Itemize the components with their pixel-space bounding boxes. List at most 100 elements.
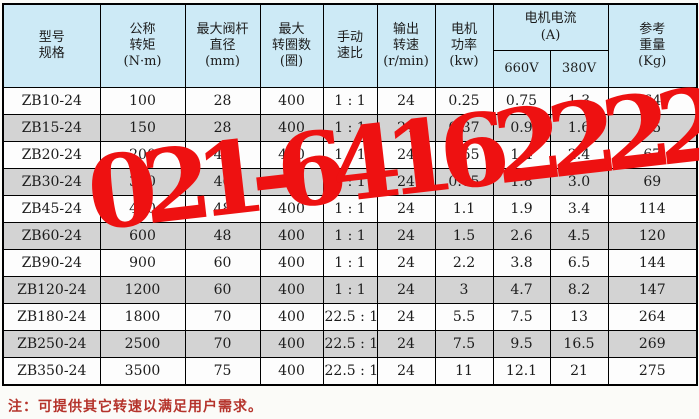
header-speed: 输出 转速 (r/min) [376, 3, 436, 88]
table-row: ZB90-24 900 60 400 1 : 1 24 2.2 3.8 6.5 144 [2, 249, 698, 277]
table-cell: ZB60-24 [2, 222, 101, 250]
table-cell: 22.5 : 1 [322, 303, 378, 331]
table-cell: 1.1 [434, 195, 494, 223]
table-cell: 48 [184, 222, 261, 250]
table-cell: 150 [99, 114, 186, 142]
table-cell: 4.5 [549, 222, 609, 250]
table-cell: 24 [376, 357, 436, 386]
table-cell: ZB250-24 [2, 330, 101, 358]
table-cell: 28 [184, 87, 261, 115]
table-cell: 144 [607, 249, 698, 277]
table-row: ZB60-24 600 48 400 1 : 1 24 1.5 2.6 4.5 120 [2, 222, 698, 250]
table-cell: 200 [99, 141, 186, 169]
table-cell: 1.6 [549, 114, 609, 142]
table-cell: 16.5 [549, 330, 609, 358]
table-cell: 2.4 [549, 141, 609, 169]
table-cell: 269 [607, 330, 698, 358]
table-cell: 24 [376, 330, 436, 358]
table-cell: 1800 [99, 303, 186, 331]
header-current-group: 电机电流 (A) [492, 3, 609, 51]
header-ratio: 手动 速比 [322, 3, 378, 88]
table-cell: 147 [607, 276, 698, 304]
table-cell: 3.4 [549, 195, 609, 223]
header-660v: 660V [492, 50, 551, 88]
table-body: ZB10-24 100 28 400 1 : 1 24 0.25 0.75 1.3 64 ZB15-… [2, 87, 698, 386]
table-cell: 400 [259, 141, 324, 169]
table-cell: 5.5 [434, 303, 494, 331]
table-cell: 40 [184, 168, 261, 196]
table-cell: 24 [376, 87, 436, 115]
table-cell: 69 [607, 168, 698, 196]
table-cell: 3.0 [549, 168, 609, 196]
table-cell: 7.5 [434, 330, 494, 358]
table-cell: 60 [184, 249, 261, 277]
table-cell: 0.37 [434, 114, 494, 142]
table-cell: 1.5 [434, 222, 494, 250]
table-header: 型号 规格 公称 转矩 (N·m) 最大阀杆 直径 (mm) 最大 转圈数 (圈… [2, 3, 698, 88]
header-model: 型号 规格 [2, 3, 101, 88]
table-row: ZB180-24 1800 70 400 22.5 : 1 24 5.5 7.5 13 264 [2, 303, 698, 331]
table-cell: 60 [184, 276, 261, 304]
table-cell: 1 : 1 [322, 249, 378, 277]
table-cell: 12.1 [492, 357, 551, 386]
table-cell: 400 [259, 303, 324, 331]
table-row: ZB15-24 150 28 400 1 : 1 24 0.37 0.9 1.6 65 [2, 114, 698, 142]
table-cell: 400 [259, 168, 324, 196]
table-cell: ZB45-24 [2, 195, 101, 223]
table-cell: 400 [259, 114, 324, 142]
table-cell: 1200 [99, 276, 186, 304]
table-cell: 24 [376, 141, 436, 169]
table-cell: ZB350-24 [2, 357, 101, 386]
table-cell: 64 [607, 87, 698, 115]
table-row: ZB30-24 300 40 400 1 : 1 24 0.75 1.8 3.0 69 [2, 168, 698, 196]
table-cell: 24 [376, 222, 436, 250]
table-cell: 0.75 [492, 87, 551, 115]
table-cell: 1.9 [492, 195, 551, 223]
table-row: ZB45-24 450 48 400 1 : 1 24 1.1 1.9 3.4 114 [2, 195, 698, 223]
table-cell: 75 [184, 357, 261, 386]
header-turns: 最大 转圈数 (圈) [259, 3, 324, 88]
table-cell: 70 [184, 330, 261, 358]
table-cell: 22.5 : 1 [322, 330, 378, 358]
table-cell: 900 [99, 249, 186, 277]
table-cell: 1 : 1 [322, 195, 378, 223]
footnote-text: 注：可提供其它转速以满足用户需求。 [8, 399, 263, 415]
table-cell: 400 [259, 276, 324, 304]
table-cell: 1 : 1 [322, 276, 378, 304]
table-row: ZB20-24 200 40 400 1 : 1 24 0.55 1.4 2.4 67 [2, 141, 698, 169]
table-cell: ZB30-24 [2, 168, 101, 196]
table-cell: 24 [376, 195, 436, 223]
table-cell: 2.2 [434, 249, 494, 277]
table-cell: 11 [434, 357, 494, 386]
header-power: 电机 功率 (kw) [434, 3, 494, 88]
table-cell: 40 [184, 141, 261, 169]
table-cell: 7.5 [492, 303, 551, 331]
table-cell: 2500 [99, 330, 186, 358]
table-cell: ZB180-24 [2, 303, 101, 331]
table-cell: 400 [259, 222, 324, 250]
table-cell: 114 [607, 195, 698, 223]
table-cell: 21 [549, 357, 609, 386]
table-cell: 264 [607, 303, 698, 331]
table-cell: 48 [184, 195, 261, 223]
spec-table: 型号 规格 公称 转矩 (N·m) 最大阀杆 直径 (mm) 最大 转圈数 (圈… [2, 3, 699, 386]
table-cell: 28 [184, 114, 261, 142]
table-cell: 400 [259, 249, 324, 277]
table-cell: 1 : 1 [322, 222, 378, 250]
table-cell: 9.5 [492, 330, 551, 358]
table-cell: 13 [549, 303, 609, 331]
table-cell: 24 [376, 114, 436, 142]
table-cell: 1 : 1 [322, 114, 378, 142]
table-cell: 450 [99, 195, 186, 223]
table-cell: 1 : 1 [322, 87, 378, 115]
table-cell: 1.4 [492, 141, 551, 169]
table-cell: 4.7 [492, 276, 551, 304]
table-cell: 67 [607, 141, 698, 169]
table-cell: 100 [99, 87, 186, 115]
table-cell: 400 [259, 330, 324, 358]
table-cell: 24 [376, 276, 436, 304]
table-cell: 1.3 [549, 87, 609, 115]
table-cell: 1 : 1 [322, 168, 378, 196]
table-cell: 0.55 [434, 141, 494, 169]
